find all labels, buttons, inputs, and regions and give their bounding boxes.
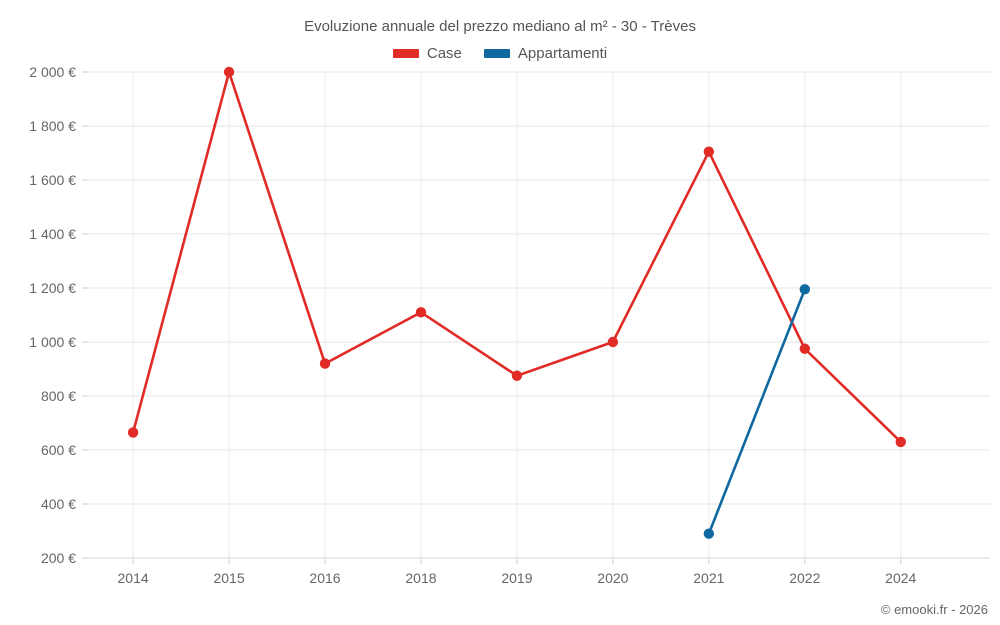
data-point-case[interactable] — [511, 370, 523, 381]
x-tick-label: 2021 — [693, 570, 724, 586]
y-tick-label: 200 € — [41, 550, 76, 566]
chart-title: Evoluzione annuale del prezzo mediano al… — [304, 18, 696, 35]
x-tick-label: 2014 — [118, 570, 149, 586]
data-series-layer — [127, 66, 906, 539]
data-point-case[interactable] — [319, 358, 331, 369]
data-point-case[interactable] — [415, 307, 427, 318]
legend-swatch-case — [392, 49, 419, 58]
data-point-appartamenti[interactable] — [799, 284, 811, 295]
y-tick-label: 800 € — [41, 388, 76, 404]
y-axis-ticks: 200 € 400 € 600 € 800 € 1 000 € 1 200 € 1 400 … — [29, 64, 76, 566]
y-tick-label: 1 000 € — [29, 334, 76, 350]
data-point-appartamenti[interactable] — [703, 528, 715, 539]
legend-label-case: Case — [426, 45, 462, 62]
x-tick-label: 2019 — [501, 570, 532, 586]
y-tick-label: 1 400 € — [29, 226, 76, 242]
y-tick-label: 400 € — [41, 496, 76, 512]
x-tick-label: 2015 — [213, 570, 244, 586]
x-tick-label: 2018 — [405, 570, 436, 586]
x-tick-label: 2016 — [309, 570, 340, 586]
legend-swatch-appartamenti — [483, 49, 510, 58]
legend-item-appartamenti[interactable]: Appartamenti — [483, 45, 608, 62]
data-point-case[interactable] — [799, 343, 811, 354]
data-point-case[interactable] — [607, 336, 619, 348]
data-point-case[interactable] — [127, 427, 139, 438]
x-tick-label: 2024 — [885, 570, 916, 586]
x-tick-label: 2020 — [597, 570, 628, 586]
legend-item-case[interactable]: Case — [392, 45, 462, 62]
credit-text: © emooki.fr - 2026 — [880, 602, 988, 617]
y-tick-label: 1 200 € — [29, 280, 76, 296]
y-tick-label: 600 € — [41, 442, 76, 458]
x-tick-label: 2022 — [789, 570, 820, 586]
legend-label-appartamenti: Appartamenti — [517, 45, 608, 62]
y-tick-label: 1 800 € — [29, 118, 76, 134]
chart-legend: Case Appartamenti — [0, 45, 1000, 62]
data-point-case[interactable] — [895, 436, 906, 448]
data-point-case[interactable] — [223, 66, 235, 78]
data-point-case[interactable] — [703, 146, 715, 157]
grid-lines — [82, 71, 990, 564]
y-tick-label: 1 600 € — [29, 172, 76, 188]
y-tick-label: 2 000 € — [29, 64, 76, 80]
series-line-appartamenti — [707, 288, 807, 536]
x-axis-ticks: 2014 2015 2016 2018 2019 2020 2021 2022 2024 — [118, 570, 917, 586]
